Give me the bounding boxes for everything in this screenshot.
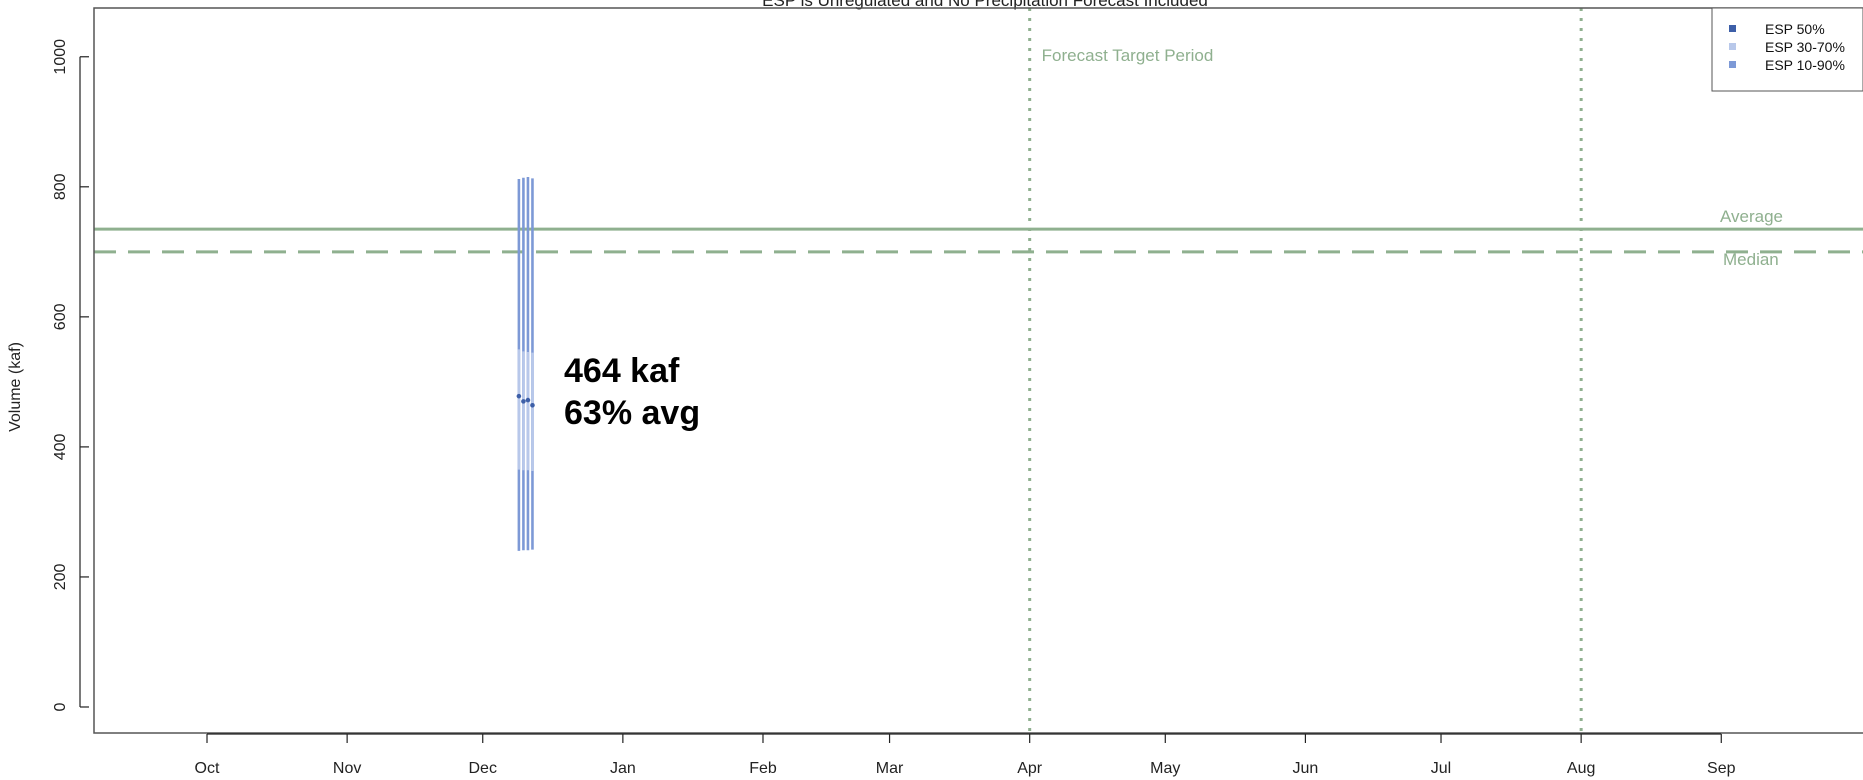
plot-frame bbox=[93, 7, 1863, 734]
y-tick-label: 400 bbox=[52, 433, 69, 460]
y-tick-label: 200 bbox=[52, 564, 69, 591]
x-tick-label: Jul bbox=[1431, 760, 1451, 777]
y-tick-label: 1000 bbox=[52, 39, 69, 75]
legend-swatch bbox=[1729, 25, 1736, 32]
x-tick-label: Jun bbox=[1293, 760, 1319, 777]
annotation-percent-average: 63% avg bbox=[564, 394, 700, 432]
esp-50-point bbox=[525, 397, 531, 403]
annotation-volume: 464 kaf bbox=[564, 352, 680, 390]
legend-item-label: ESP 10-90% bbox=[1765, 57, 1845, 73]
chart-title: ESP is Unregulated and No Precipitation … bbox=[762, 0, 1208, 10]
y-tick-label: 0 bbox=[52, 702, 69, 711]
legend-item-label: ESP 30-70% bbox=[1765, 39, 1845, 55]
x-tick-label: May bbox=[1150, 760, 1180, 777]
x-tick-label: Oct bbox=[195, 760, 220, 777]
x-tick-label: Dec bbox=[469, 760, 497, 777]
esp-50-point bbox=[516, 393, 522, 399]
esp-50-point bbox=[530, 402, 535, 408]
y-axis-label: Volume (kaf) bbox=[7, 342, 24, 432]
x-axis: Oct Nov Dec Jan Feb Mar Apr May Jun Jul Aug Sep bbox=[195, 733, 1736, 777]
legend-box bbox=[1711, 7, 1863, 92]
x-tick-label: Sep bbox=[1707, 760, 1736, 777]
x-tick-label: Jan bbox=[610, 760, 636, 777]
esp-50-point bbox=[521, 399, 526, 404]
y-axis: 0 200 400 600 800 1000 bbox=[52, 39, 89, 711]
x-tick-label: Mar bbox=[876, 760, 904, 777]
average-line-label: Average bbox=[1720, 207, 1783, 226]
legend-item-label: ESP 50% bbox=[1765, 21, 1825, 37]
x-tick-label: Apr bbox=[1017, 760, 1043, 777]
forecast-bars bbox=[516, 177, 535, 551]
legend-swatch bbox=[1729, 61, 1736, 68]
x-tick-label: Nov bbox=[333, 760, 361, 777]
forecast-annotation: 464 kaf 63% avg bbox=[564, 352, 700, 432]
x-tick-label: Aug bbox=[1567, 760, 1595, 777]
forecast-period-label: Forecast Target Period bbox=[1042, 46, 1214, 65]
reference-lines: Forecast Target Period Average Median bbox=[94, 8, 1863, 733]
legend-swatch bbox=[1729, 43, 1736, 50]
y-tick-label: 800 bbox=[52, 173, 69, 200]
y-tick-label: 600 bbox=[52, 303, 69, 330]
legend: ESP 50% ESP 30-70% ESP 10-90% bbox=[1711, 7, 1863, 92]
x-tick-label: Feb bbox=[749, 760, 777, 777]
median-line-label: Median bbox=[1723, 250, 1779, 269]
